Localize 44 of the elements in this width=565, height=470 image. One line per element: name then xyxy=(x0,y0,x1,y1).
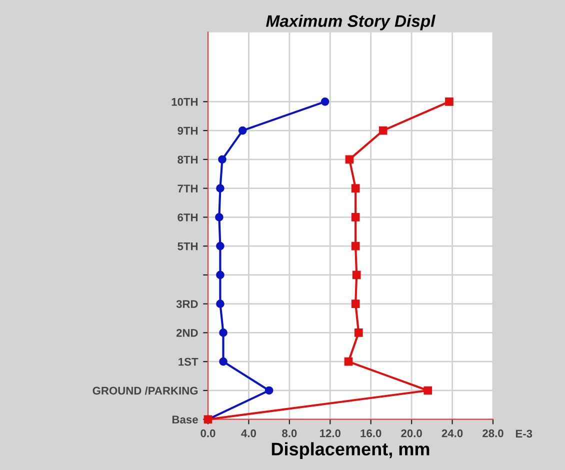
point xyxy=(351,213,360,222)
y-tick-label: 10TH xyxy=(172,98,198,106)
x-tick-label: 0.0 xyxy=(200,429,216,438)
y-tick-label: 2ND xyxy=(176,328,198,337)
point xyxy=(216,184,224,192)
point xyxy=(320,98,330,106)
point xyxy=(216,242,224,250)
point xyxy=(264,386,274,395)
point xyxy=(218,155,226,164)
y-tick-label: 3RD xyxy=(176,300,198,308)
x-tick-label: 12.0 xyxy=(320,429,340,438)
y-tick-label: 5TH xyxy=(178,242,198,250)
point xyxy=(238,126,247,135)
point xyxy=(215,213,224,222)
point xyxy=(351,184,360,192)
point xyxy=(216,270,224,280)
x-tick-label: 4.0 xyxy=(241,429,256,438)
point xyxy=(351,242,360,250)
point xyxy=(219,357,228,366)
x-axis-title: Displacement, mm xyxy=(272,442,430,460)
x-tick-label: 8.0 xyxy=(282,429,297,438)
y-tick-label: 1ST xyxy=(178,358,198,366)
point xyxy=(344,357,353,366)
y-tick-label: 8TH xyxy=(178,156,198,164)
x-tick-label: 16.0 xyxy=(360,429,382,438)
y-tick-label: 9TH xyxy=(178,126,198,135)
point xyxy=(378,126,388,135)
x-tick-label: 24.0 xyxy=(442,429,463,438)
y-tick-label: 6TH xyxy=(178,213,198,222)
point xyxy=(352,270,361,280)
chart-title: Maximum Story Displ xyxy=(266,14,436,30)
point xyxy=(345,155,354,164)
text: E-3 xyxy=(516,430,532,438)
point xyxy=(216,300,224,308)
point xyxy=(424,386,432,395)
x-tick-label: 28.0 xyxy=(482,429,504,438)
point xyxy=(351,300,360,308)
point xyxy=(219,328,228,337)
y-tick-label: GROUND /PARKING xyxy=(92,386,198,395)
x-tick-label: 20.0 xyxy=(401,429,422,438)
point xyxy=(354,328,363,337)
y-tick-label: Base xyxy=(172,416,198,424)
y-tick-label: 7TH xyxy=(178,184,198,192)
point xyxy=(445,98,454,106)
